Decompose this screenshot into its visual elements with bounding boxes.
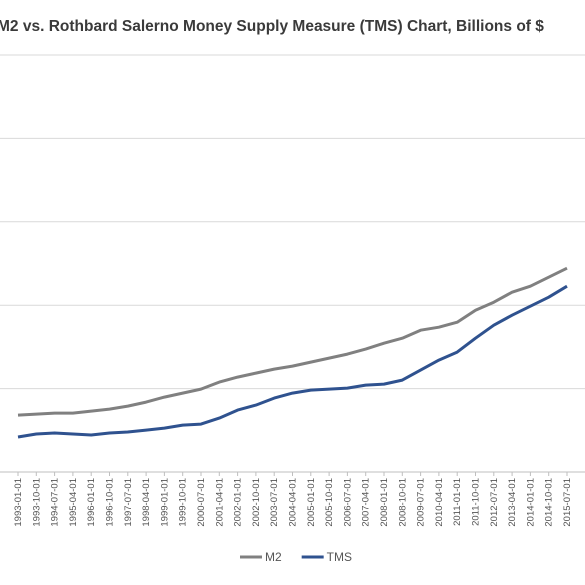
x-tick-label: 2009-07-01 — [416, 478, 427, 527]
x-tick-label: 2005-10-01 — [324, 478, 335, 527]
chart-title: M2 vs. Rothbard Salerno Money Supply Mea… — [0, 18, 544, 35]
x-tick-label: 1999-01-01 — [159, 478, 170, 527]
x-tick-label: 1995-04-01 — [68, 478, 79, 527]
x-tick-label: 1994-07-01 — [50, 478, 61, 527]
x-tick-label: 2011-01-01 — [452, 478, 463, 526]
x-tick-label: 1998-04-01 — [141, 478, 152, 527]
x-tick-label: 1996-10-01 — [105, 478, 116, 527]
legend: M2 TMS — [240, 550, 352, 564]
legend-label: TMS — [327, 550, 352, 564]
x-tick-label: 1996-01-01 — [86, 478, 97, 527]
x-tick-label: 2003-07-01 — [269, 478, 280, 527]
x-tick-label: 2000-07-01 — [196, 478, 207, 527]
x-tick-label: 2001-04-01 — [214, 478, 225, 527]
x-tick-label: 2002-10-01 — [251, 478, 262, 527]
legend-label: M2 — [265, 550, 282, 564]
series-line — [17, 284, 568, 439]
x-tick-label: 2014-01-01 — [525, 478, 536, 527]
x-tick-label: 2008-01-01 — [379, 478, 390, 527]
x-tick-label: 2010-04-01 — [434, 478, 445, 527]
series-line — [17, 266, 568, 417]
x-tick-label: 2005-01-01 — [306, 478, 317, 527]
x-tick-label: 1993-01-01 — [13, 478, 24, 527]
x-tick-label: 2007-04-01 — [361, 478, 372, 527]
x-tick-label: 2015-07-01 — [562, 478, 573, 527]
x-tick-label: 2004-04-01 — [288, 478, 299, 527]
x-tick-label: 2012-07-01 — [489, 478, 500, 527]
x-tick-label: 2008-10-01 — [397, 478, 408, 527]
x-tick-label: 2006-07-01 — [342, 478, 353, 527]
x-tick-label: 1993-10-01 — [31, 478, 42, 527]
x-tick-label: 2011-10-01 — [471, 478, 482, 526]
x-tick-label: 2002-01-01 — [233, 478, 244, 527]
x-tick-label: 1999-10-01 — [178, 478, 189, 527]
x-tick-label: 2014-10-01 — [544, 478, 555, 527]
x-tick-label: 2013-04-01 — [507, 478, 518, 527]
x-tick-label: 1997-07-01 — [123, 478, 134, 527]
